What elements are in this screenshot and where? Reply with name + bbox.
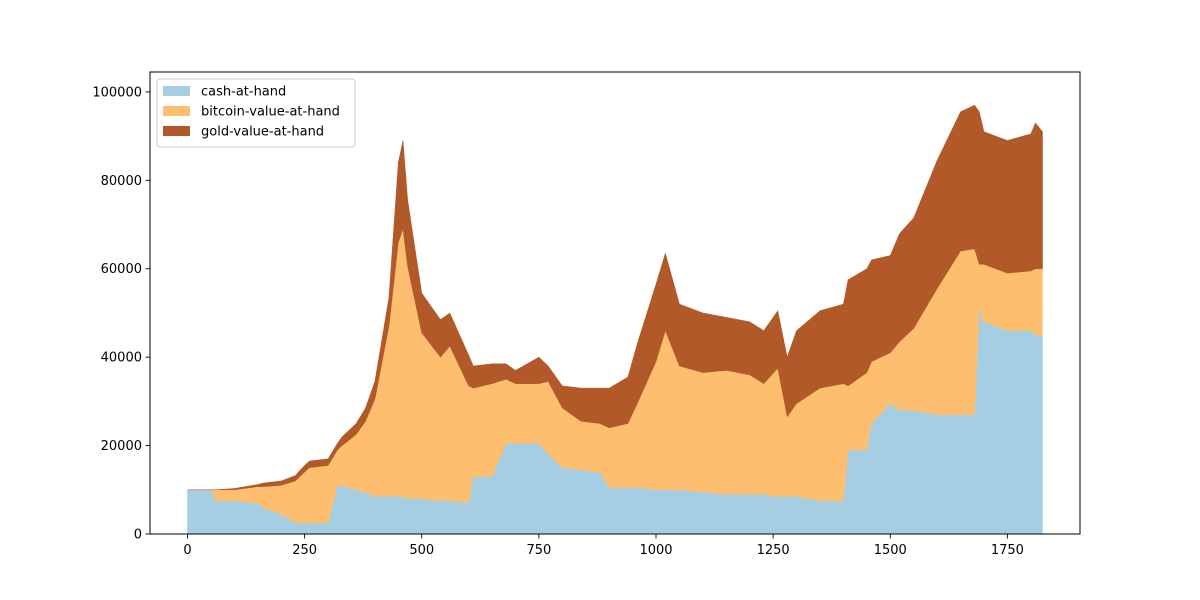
x-tick-label: 0 [183,543,191,558]
x-tick-label: 500 [409,543,434,558]
plot-frame [149,71,1081,535]
y-tick-label: 60000 [101,262,142,277]
x-tick-label: 750 [526,543,551,558]
y-axis: 0 20000 40000 60000 80000 100000 [92,85,150,543]
x-tick-label: 250 [292,543,317,558]
legend: cash-at-hand bitcoin-value-at-hand gold-va… [156,78,356,148]
legend-label-bitcoin-value-at-hand: bitcoin-value-at-hand [201,105,340,120]
legend-swatch-bitcoin-value-at-hand [163,106,190,116]
y-tick-label: 0 [134,528,142,543]
y-tick-label: 80000 [101,174,142,189]
legend-box [156,78,356,148]
area-layers [187,104,1043,535]
y-tick-label: 100000 [92,85,142,100]
legend-swatch-cash-at-hand [163,86,190,96]
legend-swatch-gold-value-at-hand [163,126,190,136]
area-gold-value-at-hand [187,104,1043,491]
x-tick-label: 1750 [991,543,1024,558]
y-tick-label: 40000 [101,351,142,366]
x-axis: 0 250 500 750 1000 1250 1500 1750 [183,534,1024,558]
legend-label-cash-at-hand: cash-at-hand [201,85,286,100]
legend-label-gold-value-at-hand: gold-value-at-hand [201,125,324,140]
x-tick-label: 1500 [874,543,907,558]
x-tick-label: 1250 [757,543,790,558]
y-tick-label: 20000 [101,439,142,454]
x-tick-label: 1000 [639,543,672,558]
